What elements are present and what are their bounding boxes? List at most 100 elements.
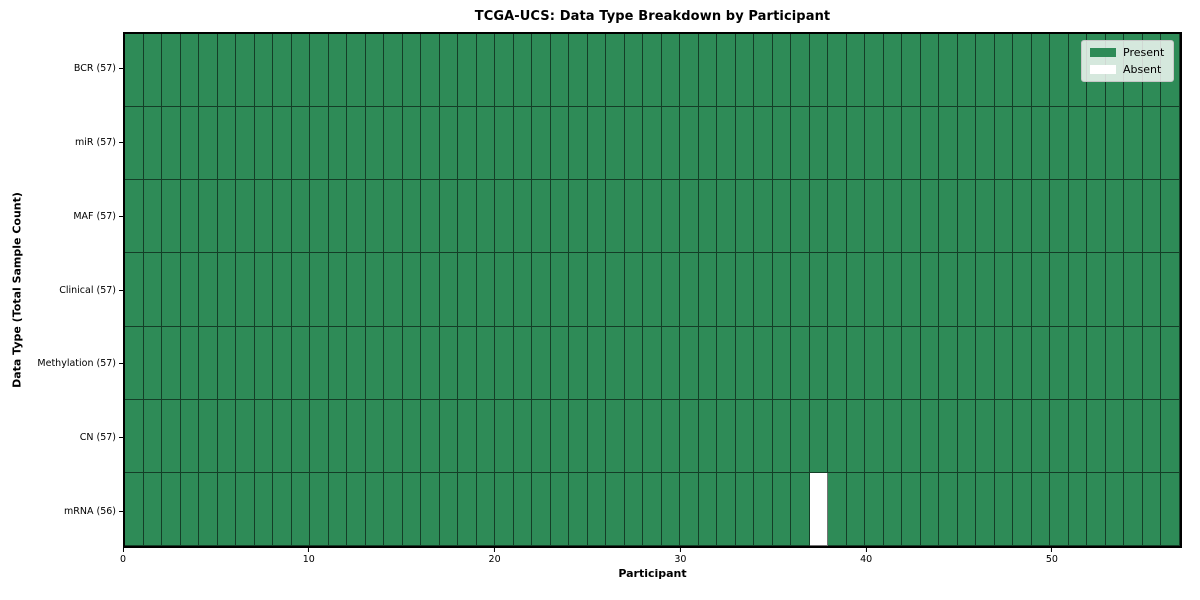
y-tick-label: CN (57)	[79, 431, 116, 443]
heatmap-cell	[1050, 107, 1069, 181]
heatmap-cell	[310, 180, 329, 254]
x-tick-label: 20	[488, 554, 501, 565]
heatmap-cell	[1142, 253, 1162, 327]
heatmap-cell	[791, 253, 810, 327]
heatmap-cell	[569, 253, 588, 327]
heatmap-cell	[680, 180, 699, 254]
heatmap-cell	[1124, 472, 1143, 546]
heatmap-cell	[550, 253, 570, 327]
heatmap-cell	[125, 472, 144, 546]
y-tick-mark	[119, 289, 123, 291]
heatmap-cell	[698, 399, 718, 473]
heatmap-cell	[532, 399, 551, 473]
heatmap-cell	[883, 180, 903, 254]
heatmap-cell	[957, 326, 977, 400]
heatmap-cell	[402, 399, 422, 473]
heatmap-cell	[365, 107, 385, 181]
heatmap-cell	[402, 180, 422, 254]
heatmap-cell	[1031, 180, 1051, 254]
heatmap-cell	[1087, 180, 1106, 254]
x-tick: 10	[303, 548, 315, 565]
heatmap-cell	[550, 107, 570, 181]
heatmap-cell	[1087, 107, 1106, 181]
heatmap-cell	[809, 326, 829, 400]
heatmap-cell	[939, 326, 958, 400]
heatmap-cell	[421, 399, 440, 473]
heatmap-cell	[495, 326, 514, 400]
heatmap-cell	[735, 472, 755, 546]
y-tick-label: mRNA (56)	[64, 505, 116, 517]
x-tick-mark	[122, 548, 124, 552]
heatmap-cell	[402, 34, 422, 108]
heatmap-cell	[439, 472, 459, 546]
heatmap-cell	[569, 107, 588, 181]
heatmap-cell	[421, 253, 440, 327]
heatmap-cell	[291, 34, 311, 108]
heatmap-cell	[180, 253, 200, 327]
heatmap-cell	[698, 326, 718, 400]
heatmap-cell	[1124, 253, 1143, 327]
heatmap-cell	[476, 107, 496, 181]
heatmap-cell	[1068, 326, 1088, 400]
heatmap-cell	[680, 472, 699, 546]
heatmap-cell	[532, 180, 551, 254]
heatmap-cell	[143, 180, 163, 254]
heatmap-cell	[199, 34, 218, 108]
heatmap-cell	[1161, 253, 1180, 327]
heatmap-cell	[328, 253, 348, 327]
heatmap-cell	[1068, 180, 1088, 254]
heatmap-cell	[994, 180, 1014, 254]
heatmap-cell	[957, 107, 977, 181]
heatmap-cell	[476, 180, 496, 254]
heatmap-cell	[328, 472, 348, 546]
heatmap-cell	[865, 399, 884, 473]
x-tick: 30	[674, 548, 686, 565]
legend-item-present: Present	[1090, 47, 1164, 58]
y-tick-mark	[119, 68, 123, 70]
heatmap-cell	[661, 253, 681, 327]
heatmap-cell	[994, 107, 1014, 181]
heatmap-cell	[402, 472, 422, 546]
heatmap-cell	[717, 399, 736, 473]
heatmap-cell	[1013, 180, 1032, 254]
heatmap-cell	[402, 107, 422, 181]
heatmap-cell	[199, 180, 218, 254]
heatmap-cell	[328, 399, 348, 473]
heatmap-cell	[661, 107, 681, 181]
heatmap-cell	[1087, 472, 1106, 546]
heatmap-cell	[1124, 107, 1143, 181]
heatmap-cell	[217, 472, 237, 546]
heatmap-cell	[254, 472, 274, 546]
heatmap-cell	[421, 326, 440, 400]
heatmap-cell	[643, 326, 662, 400]
heatmap-cell	[1087, 326, 1106, 400]
heatmap-cell	[791, 180, 810, 254]
heatmap-cell	[1105, 326, 1125, 400]
heatmap-cell	[310, 253, 329, 327]
heatmap-cell	[291, 253, 311, 327]
heatmap-cell	[162, 472, 181, 546]
y-tick-row: mRNA (56)	[0, 474, 123, 548]
heatmap-cell	[273, 472, 292, 546]
heatmap-cell	[1161, 107, 1180, 181]
heatmap-cell	[698, 472, 718, 546]
heatmap-cell	[569, 34, 588, 108]
heatmap-cell	[809, 107, 829, 181]
heatmap-cell	[772, 399, 792, 473]
heatmap-cell	[513, 472, 533, 546]
heatmap-cell	[328, 180, 348, 254]
heatmap-cell	[513, 253, 533, 327]
heatmap-cell	[865, 253, 884, 327]
heatmap-cell	[347, 472, 366, 546]
x-tick-label: 0	[119, 554, 127, 565]
heatmap-cell	[661, 180, 681, 254]
heatmap-cell	[1050, 253, 1069, 327]
heatmap-cell	[439, 107, 459, 181]
heatmap-cell	[199, 399, 218, 473]
heatmap-cell	[624, 180, 644, 254]
heatmap-cell	[421, 180, 440, 254]
x-tick: 20	[489, 548, 501, 565]
y-tick-label: miR (57)	[74, 137, 116, 149]
heatmap-cell	[994, 253, 1014, 327]
y-tick-row: Clinical (57)	[0, 253, 123, 327]
